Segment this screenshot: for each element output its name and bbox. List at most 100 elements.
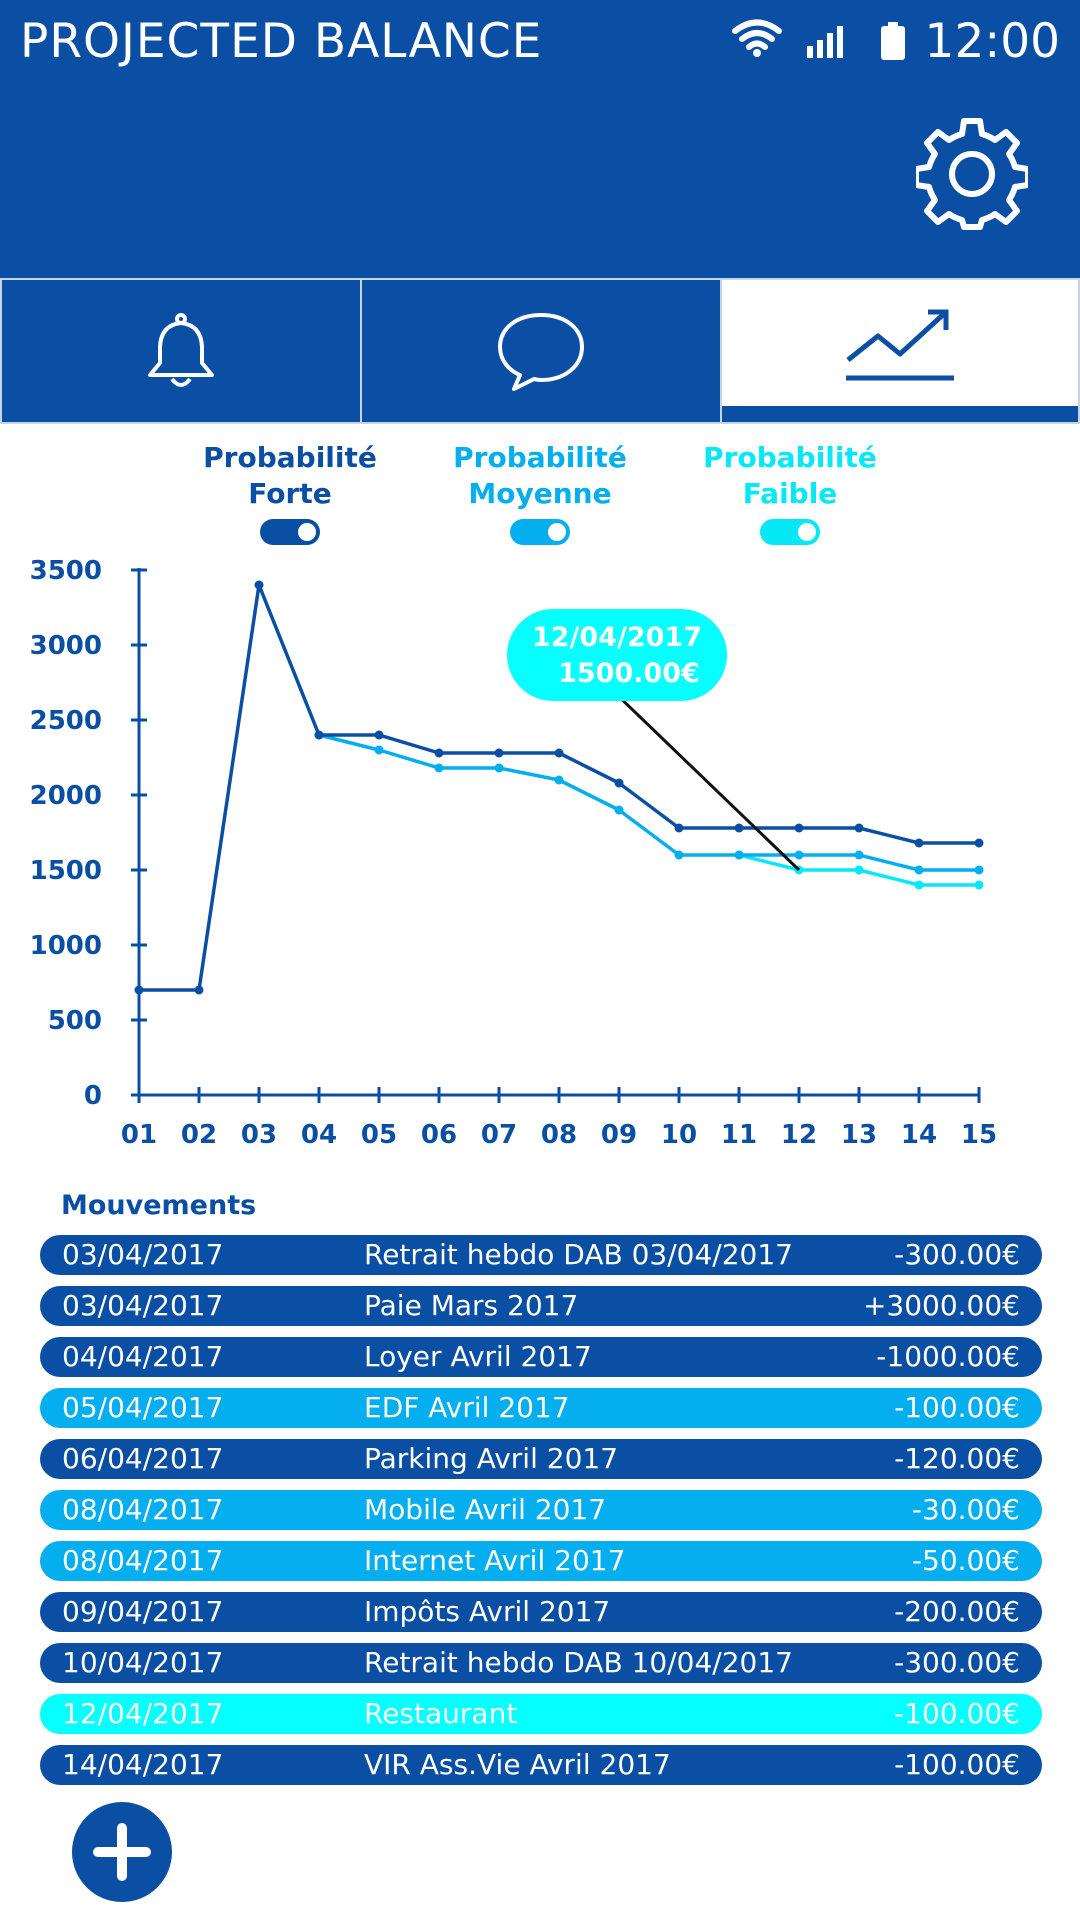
x-tick-label: 05: [361, 1120, 397, 1150]
tooltip-amount: 1500.00€: [558, 658, 700, 689]
toggle-moyenne[interactable]: [510, 519, 570, 545]
data-point: [674, 823, 684, 833]
legend-label-line1: Probabilité: [203, 441, 377, 474]
wifi-icon: [732, 19, 782, 57]
legend-label-line2: Forte: [248, 477, 332, 510]
legend-label-line2: Moyenne: [468, 477, 612, 510]
movement-label: Internet Avril 2017: [364, 1544, 626, 1577]
data-point: [434, 748, 444, 758]
tooltip-date: 12/04/2017: [531, 622, 702, 653]
toggle-forte[interactable]: [260, 519, 320, 545]
movement-date: 14/04/2017: [62, 1748, 224, 1781]
data-point: [854, 823, 864, 833]
y-tick-label: 2000: [30, 781, 102, 811]
x-tick-label: 09: [601, 1120, 637, 1150]
x-tick-label: 12: [781, 1120, 817, 1150]
movement-row[interactable]: 10/04/2017 Retrait hebdo DAB 10/04/2017 -3…: [40, 1643, 1042, 1683]
movement-label: Paie Mars 2017: [364, 1289, 579, 1322]
movement-row[interactable]: 08/04/2017 Internet Avril 2017 -50.00€: [40, 1541, 1042, 1581]
trend-up-icon: [846, 309, 954, 381]
movement-amount: -100.00€: [894, 1697, 1020, 1730]
bell-icon: [148, 313, 214, 387]
movement-amount: -100.00€: [894, 1748, 1020, 1781]
movement-date: 08/04/2017: [62, 1544, 224, 1577]
data-point: [554, 775, 564, 785]
movement-row[interactable]: 09/04/2017 Impôts Avril 2017 -200.00€: [40, 1592, 1042, 1632]
data-point: [974, 880, 984, 890]
movements-list: 03/04/2017 Retrait hebdo DAB 03/04/2017 -3…: [40, 1235, 1042, 1796]
status-time: 12:00: [924, 14, 1060, 69]
data-point: [854, 850, 864, 860]
movement-row[interactable]: 12/04/2017 Restaurant -100.00€: [40, 1694, 1042, 1734]
data-point: [794, 823, 804, 833]
data-point: [734, 850, 744, 860]
data-point: [134, 985, 144, 995]
y-tick-label: 1000: [30, 931, 102, 961]
data-point: [494, 748, 504, 758]
chat-bubble-icon: [498, 313, 584, 391]
x-tick-label: 03: [241, 1120, 277, 1150]
legend-forte: Probabilité Forte: [165, 440, 415, 512]
movement-amount: -30.00€: [911, 1493, 1020, 1526]
data-point: [614, 805, 624, 815]
data-point: [434, 763, 444, 773]
toggle-faible[interactable]: [760, 519, 820, 545]
movement-row[interactable]: 05/04/2017 EDF Avril 2017 -100.00€: [40, 1388, 1042, 1428]
movement-amount: -200.00€: [894, 1595, 1020, 1628]
x-tick-label: 14: [901, 1120, 937, 1150]
data-point: [314, 730, 324, 740]
movement-date: 03/04/2017: [62, 1289, 224, 1322]
data-point: [374, 745, 384, 755]
movement-row[interactable]: 04/04/2017 Loyer Avril 2017 -1000.00€: [40, 1337, 1042, 1377]
app-header: PROJECTED BALANCE 12:00: [0, 0, 1080, 278]
movements-title: Mouvements: [61, 1190, 257, 1221]
movement-label: Retrait hebdo DAB 03/04/2017: [364, 1238, 793, 1271]
series-line: [318, 733, 979, 872]
chart-tooltip: 12/04/2017 1500.00€: [507, 609, 727, 701]
data-point: [974, 865, 984, 875]
movement-row[interactable]: 03/04/2017 Paie Mars 2017 +3000.00€: [40, 1286, 1042, 1326]
tab-messages[interactable]: [360, 278, 722, 424]
movement-row[interactable]: 08/04/2017 Mobile Avril 2017 -30.00€: [40, 1490, 1042, 1530]
movement-label: Parking Avril 2017: [364, 1442, 619, 1475]
movement-date: 08/04/2017: [62, 1493, 224, 1526]
page-title: PROJECTED BALANCE: [20, 14, 543, 69]
x-tick-label: 01: [121, 1120, 157, 1150]
movement-date: 09/04/2017: [62, 1595, 224, 1628]
settings-gear-icon[interactable]: [916, 118, 1028, 230]
data-point: [254, 580, 264, 590]
battery-icon: [881, 22, 905, 60]
y-tick-label: 3500: [30, 556, 102, 586]
data-point: [554, 748, 564, 758]
data-point: [794, 850, 804, 860]
x-tick-label: 02: [181, 1120, 217, 1150]
movement-row[interactable]: 06/04/2017 Parking Avril 2017 -120.00€: [40, 1439, 1042, 1479]
movement-amount: -300.00€: [894, 1238, 1020, 1271]
data-point: [194, 985, 204, 995]
data-point: [494, 763, 504, 773]
movement-date: 03/04/2017: [62, 1238, 224, 1271]
x-tick-label: 15: [961, 1120, 997, 1150]
movement-label: EDF Avril 2017: [364, 1391, 570, 1424]
movement-label: VIR Ass.Vie Avril 2017: [364, 1748, 671, 1781]
tab-notifications[interactable]: [0, 278, 362, 424]
data-point: [374, 730, 384, 740]
movement-row[interactable]: 03/04/2017 Retrait hebdo DAB 03/04/2017 -3…: [40, 1235, 1042, 1275]
legend-label-line1: Probabilité: [703, 441, 877, 474]
add-movement-button[interactable]: [72, 1802, 172, 1902]
tab-projection[interactable]: [720, 278, 1080, 424]
x-tick-label: 11: [721, 1120, 757, 1150]
y-tick-label: 1500: [30, 856, 102, 886]
movement-amount: +3000.00€: [862, 1289, 1020, 1322]
legend-moyenne: Probabilité Moyenne: [415, 440, 665, 512]
x-tick-label: 08: [541, 1120, 577, 1150]
data-point: [614, 778, 624, 788]
data-point: [974, 838, 984, 848]
movement-row[interactable]: 14/04/2017 VIR Ass.Vie Avril 2017 -100.00€: [40, 1745, 1042, 1785]
plus-icon: [93, 1823, 151, 1881]
x-tick-label: 10: [661, 1120, 697, 1150]
movement-date: 10/04/2017: [62, 1646, 224, 1679]
balance-line-chart: 0 500 1000 1500 2000 2500 3000 3500 01 02 03 04 05 06…: [30, 556, 997, 1150]
data-point: [914, 880, 924, 890]
y-tick-label: 2500: [30, 706, 102, 736]
